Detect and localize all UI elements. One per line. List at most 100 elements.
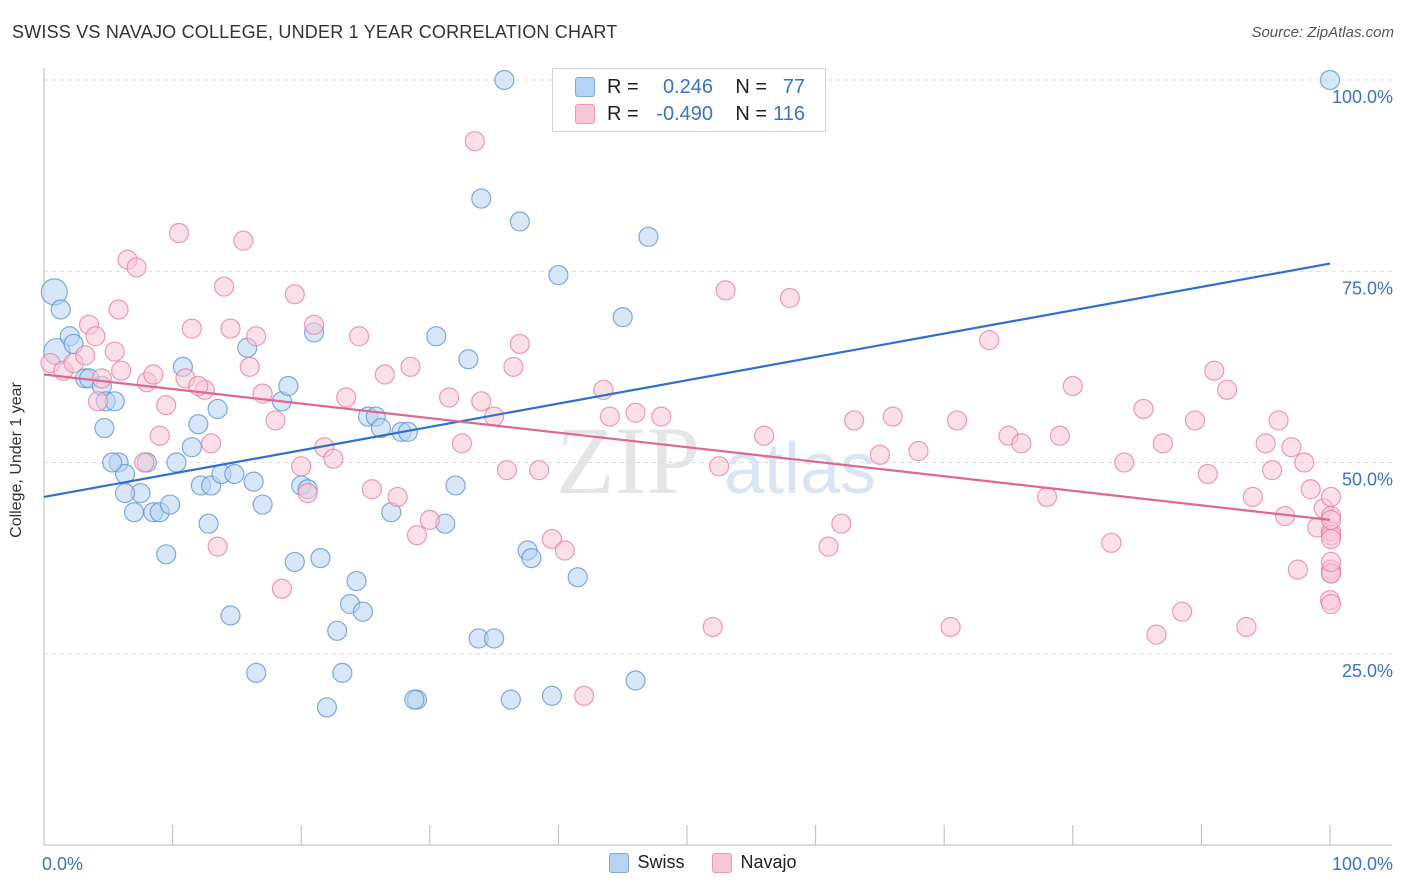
navajo-point	[908, 440, 929, 462]
navajo-point	[1197, 463, 1218, 485]
legend-item-navajo[interactable]: Navajo	[712, 852, 797, 873]
navajo-point	[246, 326, 267, 347]
navajo-point	[1281, 437, 1302, 458]
navajo-point	[291, 456, 312, 477]
navajo-point	[149, 425, 170, 446]
swiss-point	[198, 513, 219, 534]
swiss-trend-line	[43, 262, 1331, 499]
swiss-point	[159, 494, 181, 515]
navajo-point	[181, 318, 202, 339]
navajo-point	[239, 356, 260, 377]
navajo-point	[207, 536, 228, 557]
swiss-point	[625, 670, 646, 691]
navajo-point	[1011, 433, 1032, 454]
navajo-point	[554, 540, 575, 561]
navajo-point	[1172, 601, 1193, 622]
navajo-point	[509, 333, 530, 355]
swiss-point	[50, 299, 71, 320]
swiss-point	[346, 570, 367, 592]
navajo-point	[882, 406, 903, 427]
navajo-point	[297, 483, 318, 504]
navajo-point	[126, 257, 147, 278]
swiss-point	[445, 475, 466, 496]
navajo-point	[844, 410, 865, 431]
swiss-legend-label: Swiss	[637, 852, 685, 872]
navajo-point	[400, 356, 421, 377]
navajo-point	[496, 460, 518, 481]
swiss-point	[156, 544, 177, 565]
navajo-point	[303, 314, 325, 335]
navajo-point	[220, 318, 241, 339]
navajo-point	[271, 578, 293, 599]
swiss-swatch	[575, 77, 595, 97]
swiss-point	[188, 414, 209, 435]
swiss-point	[541, 685, 563, 706]
navajo-point	[715, 280, 736, 301]
swiss-point	[310, 548, 331, 569]
navajo-point	[1294, 452, 1315, 473]
watermark-atlas: atlas	[724, 429, 876, 509]
swiss-point	[123, 502, 145, 523]
navajo-point	[143, 364, 164, 385]
correlation-legend: R = 0.246 N = 77 R = -0.490 N = 116	[552, 68, 826, 132]
swiss-point	[548, 264, 569, 286]
navajo-trend-line	[43, 373, 1331, 521]
navajo-point	[541, 528, 563, 550]
grid-lines	[44, 79, 1392, 655]
swiss-point	[114, 483, 136, 504]
navajo-point	[779, 287, 800, 309]
swiss-point	[426, 326, 447, 347]
swiss-point	[404, 689, 425, 710]
navajo-n-value: 116	[773, 102, 805, 125]
swiss-point	[166, 452, 187, 473]
legend-row-navajo: R = -0.490 N = 116	[575, 102, 805, 126]
navajo-point	[387, 486, 408, 508]
swiss-point	[243, 471, 264, 492]
navajo-point	[134, 452, 155, 473]
navajo-swatch	[712, 852, 733, 873]
navajo-point	[1268, 410, 1289, 431]
navajo-legend-label: Navajo	[740, 852, 797, 872]
navajo-point	[1036, 486, 1058, 508]
n-label: N =	[735, 102, 767, 125]
swiss-point	[500, 689, 521, 710]
navajo-point	[529, 460, 550, 481]
navajo-point	[323, 448, 344, 469]
navajo-point	[471, 391, 492, 412]
navajo-point	[1236, 616, 1257, 638]
navajo-point	[831, 513, 852, 534]
swiss-point	[224, 463, 245, 485]
tick-labels: 25.0% 50.0% 75.0% 100.0% 0.0% 100.0%	[42, 87, 1393, 874]
navajo-point	[1049, 425, 1071, 446]
swiss-point	[612, 307, 633, 328]
navajo-point	[75, 345, 96, 366]
navajo-point	[1320, 593, 1342, 615]
swiss-point	[102, 452, 123, 473]
navajo-point	[438, 387, 460, 408]
data-points	[40, 69, 1342, 718]
swiss-point	[278, 375, 299, 397]
navajo-point	[406, 525, 428, 546]
x-tick-label: 100.0%	[1332, 854, 1393, 874]
navajo-point	[1300, 479, 1321, 500]
navajo-point	[168, 222, 190, 244]
navajo-point	[451, 433, 473, 454]
swiss-point	[370, 417, 392, 439]
y-tick-label: 50.0%	[1342, 470, 1393, 490]
navajo-point	[625, 402, 646, 423]
navajo-point	[1320, 528, 1342, 550]
navajo-point	[574, 685, 595, 706]
navajo-point	[940, 616, 961, 638]
legend-item-swiss[interactable]: Swiss	[609, 852, 684, 873]
navajo-point	[201, 433, 222, 454]
legend-row-swiss: R = 0.246 N = 77	[575, 75, 805, 99]
swiss-r-value: 0.246	[662, 75, 713, 98]
navajo-point	[265, 410, 286, 431]
y-axis-label: College, Under 1 year	[8, 382, 25, 538]
navajo-point	[374, 364, 395, 385]
navajo-point	[336, 387, 357, 408]
navajo-point	[979, 330, 1000, 351]
swiss-point	[471, 188, 492, 209]
swiss-point	[220, 605, 241, 626]
